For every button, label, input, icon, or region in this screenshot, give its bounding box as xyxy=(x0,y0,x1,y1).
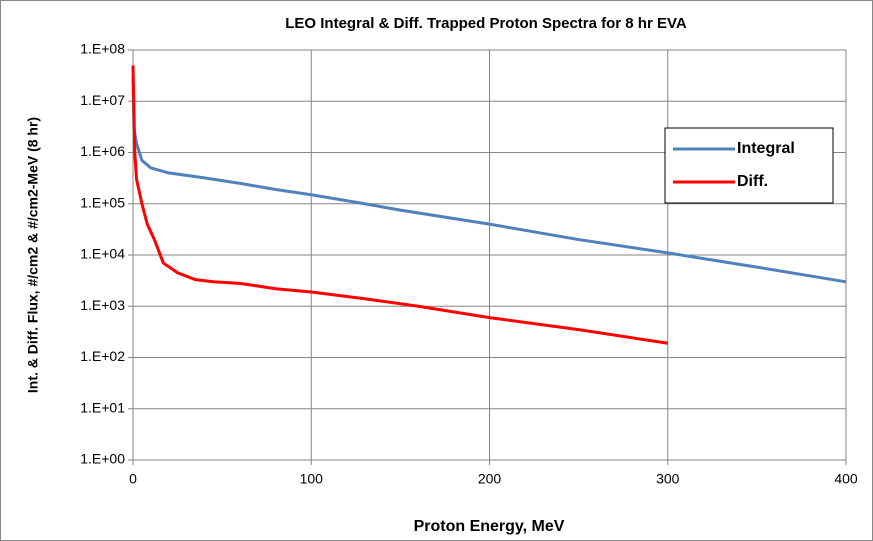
chart-title: LEO Integral & Diff. Trapped Proton Spec… xyxy=(285,15,687,32)
legend-box xyxy=(664,127,834,204)
y-tick-label: 1.E+03 xyxy=(80,297,125,313)
x-tick-label: 300 xyxy=(656,471,680,487)
x-axis-title: Proton Energy, MeV xyxy=(414,518,565,535)
y-tick-label: 1.E+06 xyxy=(80,143,125,159)
y-tick-label: 1.E+04 xyxy=(80,246,125,262)
x-tick-label: 400 xyxy=(834,471,858,487)
y-tick-label: 1.E+00 xyxy=(80,451,125,467)
legend-label: Integral xyxy=(737,140,795,157)
series-line xyxy=(131,65,668,345)
series-line xyxy=(131,76,847,284)
y-axis-title: Int. & Diff. Flux, #/cm2 & #/cm2-MeV (8 … xyxy=(25,117,41,393)
y-tick-label: 1.E+08 xyxy=(80,41,125,57)
plot-border xyxy=(132,49,847,461)
x-tick-label: 0 xyxy=(129,471,137,487)
legend-label: Diff. xyxy=(737,173,768,190)
x-tick-label: 200 xyxy=(478,471,502,487)
y-tick-label: 1.E+07 xyxy=(80,92,125,108)
y-tick-label: 1.E+05 xyxy=(80,194,125,210)
y-tick-label: 1.E+02 xyxy=(80,348,125,364)
y-tick-label: 1.E+01 xyxy=(80,399,125,415)
x-tick-label: 100 xyxy=(300,471,324,487)
